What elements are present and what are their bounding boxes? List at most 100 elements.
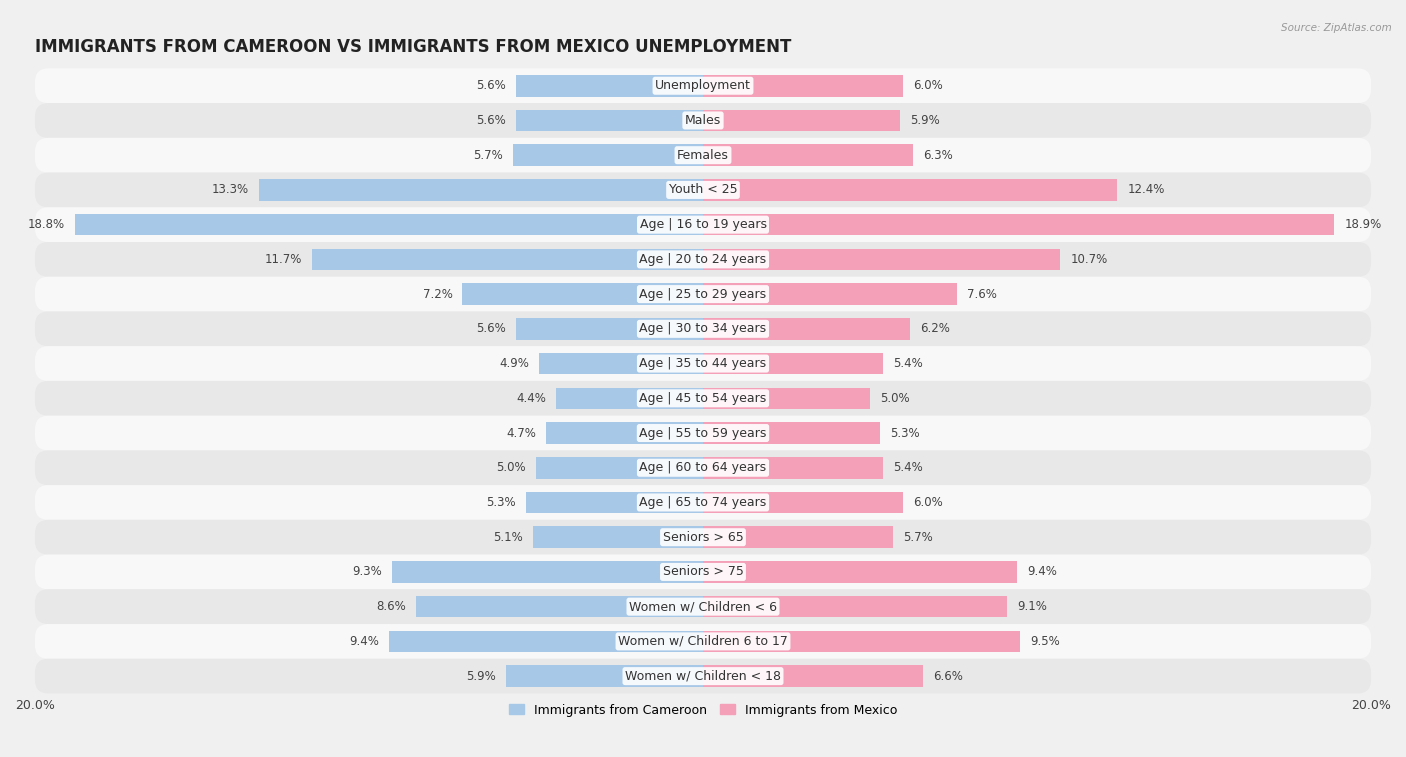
- Text: 5.4%: 5.4%: [893, 461, 924, 474]
- Text: 5.6%: 5.6%: [477, 79, 506, 92]
- Text: 5.3%: 5.3%: [890, 426, 920, 440]
- FancyBboxPatch shape: [35, 346, 1371, 381]
- FancyBboxPatch shape: [35, 68, 1371, 103]
- FancyBboxPatch shape: [35, 450, 1371, 485]
- FancyBboxPatch shape: [35, 520, 1371, 555]
- Bar: [703, 214, 1334, 235]
- Bar: [516, 110, 703, 131]
- Bar: [526, 492, 703, 513]
- Text: 18.8%: 18.8%: [28, 218, 65, 231]
- Text: 18.9%: 18.9%: [1344, 218, 1382, 231]
- Text: 9.5%: 9.5%: [1031, 635, 1060, 648]
- Text: Males: Males: [685, 114, 721, 127]
- Text: Seniors > 75: Seniors > 75: [662, 565, 744, 578]
- Text: 10.7%: 10.7%: [1070, 253, 1108, 266]
- Text: 5.6%: 5.6%: [477, 322, 506, 335]
- Text: Females: Females: [678, 148, 728, 162]
- Bar: [703, 179, 1118, 201]
- Text: 11.7%: 11.7%: [264, 253, 302, 266]
- Text: 12.4%: 12.4%: [1128, 183, 1164, 196]
- Text: Women w/ Children 6 to 17: Women w/ Children 6 to 17: [619, 635, 787, 648]
- Text: 9.1%: 9.1%: [1017, 600, 1047, 613]
- Bar: [555, 388, 703, 409]
- Text: 6.0%: 6.0%: [914, 496, 943, 509]
- Text: IMMIGRANTS FROM CAMEROON VS IMMIGRANTS FROM MEXICO UNEMPLOYMENT: IMMIGRANTS FROM CAMEROON VS IMMIGRANTS F…: [35, 38, 792, 56]
- Bar: [703, 631, 1021, 652]
- Text: 4.4%: 4.4%: [516, 392, 546, 405]
- Text: Age | 60 to 64 years: Age | 60 to 64 years: [640, 461, 766, 474]
- FancyBboxPatch shape: [35, 173, 1371, 207]
- Bar: [312, 248, 703, 270]
- Text: Age | 35 to 44 years: Age | 35 to 44 years: [640, 357, 766, 370]
- FancyBboxPatch shape: [35, 589, 1371, 624]
- Bar: [703, 318, 910, 340]
- Text: 7.2%: 7.2%: [423, 288, 453, 301]
- Bar: [463, 283, 703, 305]
- Text: Age | 45 to 54 years: Age | 45 to 54 years: [640, 392, 766, 405]
- Text: 6.0%: 6.0%: [914, 79, 943, 92]
- Text: 9.3%: 9.3%: [353, 565, 382, 578]
- Text: 4.9%: 4.9%: [499, 357, 529, 370]
- Bar: [703, 388, 870, 409]
- Text: Age | 25 to 29 years: Age | 25 to 29 years: [640, 288, 766, 301]
- Text: Seniors > 65: Seniors > 65: [662, 531, 744, 544]
- FancyBboxPatch shape: [35, 138, 1371, 173]
- FancyBboxPatch shape: [35, 311, 1371, 346]
- Bar: [703, 110, 900, 131]
- Bar: [703, 283, 957, 305]
- Bar: [703, 665, 924, 687]
- Text: Unemployment: Unemployment: [655, 79, 751, 92]
- Text: Women w/ Children < 18: Women w/ Children < 18: [626, 670, 780, 683]
- Text: Age | 55 to 59 years: Age | 55 to 59 years: [640, 426, 766, 440]
- FancyBboxPatch shape: [35, 207, 1371, 242]
- Bar: [703, 75, 904, 96]
- Text: 4.7%: 4.7%: [506, 426, 536, 440]
- Text: 7.6%: 7.6%: [967, 288, 997, 301]
- FancyBboxPatch shape: [35, 277, 1371, 311]
- Bar: [389, 631, 703, 652]
- Text: 13.3%: 13.3%: [211, 183, 249, 196]
- Text: 6.6%: 6.6%: [934, 670, 963, 683]
- Text: Age | 30 to 34 years: Age | 30 to 34 years: [640, 322, 766, 335]
- Text: Age | 16 to 19 years: Age | 16 to 19 years: [640, 218, 766, 231]
- FancyBboxPatch shape: [35, 624, 1371, 659]
- Bar: [416, 596, 703, 618]
- Bar: [703, 561, 1017, 583]
- Text: 5.9%: 5.9%: [467, 670, 496, 683]
- Text: 5.1%: 5.1%: [494, 531, 523, 544]
- Bar: [259, 179, 703, 201]
- FancyBboxPatch shape: [35, 555, 1371, 589]
- Text: Age | 20 to 24 years: Age | 20 to 24 years: [640, 253, 766, 266]
- Text: 9.4%: 9.4%: [349, 635, 380, 648]
- Bar: [703, 492, 904, 513]
- Text: 5.6%: 5.6%: [477, 114, 506, 127]
- Text: 5.7%: 5.7%: [472, 148, 502, 162]
- Text: Age | 65 to 74 years: Age | 65 to 74 years: [640, 496, 766, 509]
- Bar: [703, 145, 914, 166]
- Text: 5.9%: 5.9%: [910, 114, 939, 127]
- Bar: [703, 353, 883, 374]
- Bar: [540, 353, 703, 374]
- FancyBboxPatch shape: [35, 381, 1371, 416]
- Bar: [703, 248, 1060, 270]
- Text: 6.3%: 6.3%: [924, 148, 953, 162]
- Text: 5.0%: 5.0%: [496, 461, 526, 474]
- Bar: [536, 457, 703, 478]
- FancyBboxPatch shape: [35, 416, 1371, 450]
- Bar: [703, 526, 893, 548]
- Text: 5.0%: 5.0%: [880, 392, 910, 405]
- Legend: Immigrants from Cameroon, Immigrants from Mexico: Immigrants from Cameroon, Immigrants fro…: [505, 699, 901, 721]
- Text: Youth < 25: Youth < 25: [669, 183, 737, 196]
- Text: 5.3%: 5.3%: [486, 496, 516, 509]
- Text: 6.2%: 6.2%: [920, 322, 950, 335]
- Bar: [506, 665, 703, 687]
- Bar: [533, 526, 703, 548]
- Bar: [703, 596, 1007, 618]
- FancyBboxPatch shape: [35, 659, 1371, 693]
- Bar: [516, 75, 703, 96]
- Text: 8.6%: 8.6%: [375, 600, 406, 613]
- Bar: [513, 145, 703, 166]
- Bar: [546, 422, 703, 444]
- FancyBboxPatch shape: [35, 485, 1371, 520]
- Text: Source: ZipAtlas.com: Source: ZipAtlas.com: [1281, 23, 1392, 33]
